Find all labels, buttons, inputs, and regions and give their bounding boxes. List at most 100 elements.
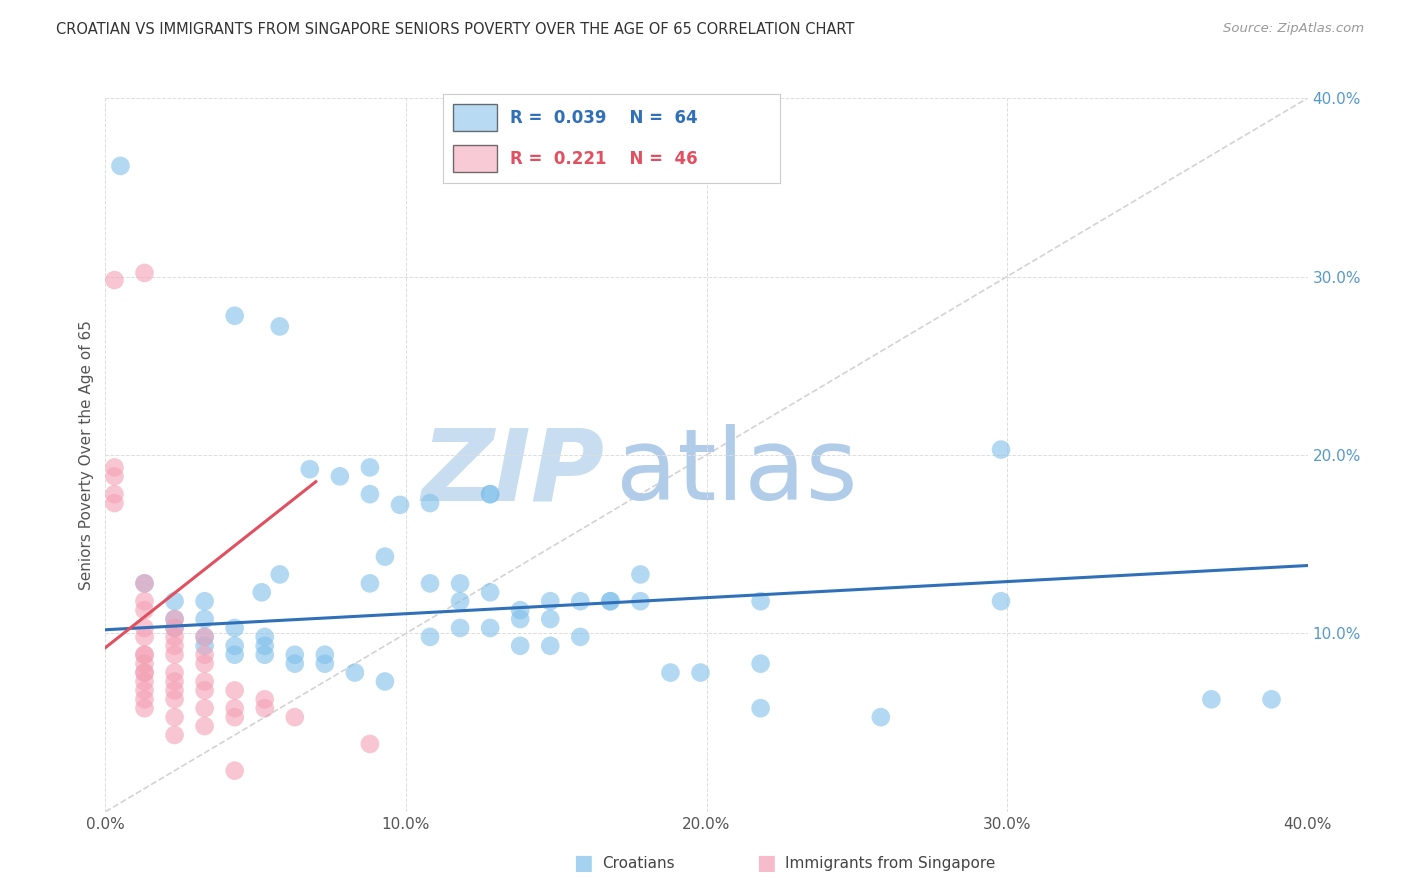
- Point: [194, 630, 217, 644]
- Point: [359, 460, 381, 475]
- Point: [253, 692, 276, 706]
- Point: [134, 630, 156, 644]
- Point: [110, 159, 132, 173]
- Point: [284, 710, 307, 724]
- Text: ■: ■: [574, 854, 593, 873]
- Point: [479, 487, 502, 501]
- Point: [134, 266, 156, 280]
- Point: [194, 701, 217, 715]
- Point: [224, 639, 246, 653]
- Point: [250, 585, 273, 599]
- Point: [869, 710, 891, 724]
- Point: [628, 567, 651, 582]
- Point: [569, 630, 592, 644]
- Point: [509, 612, 531, 626]
- Point: [194, 639, 217, 653]
- Point: [163, 728, 186, 742]
- Point: [253, 639, 276, 653]
- Point: [163, 648, 186, 662]
- Point: [538, 594, 561, 608]
- Point: [163, 639, 186, 653]
- Point: [419, 576, 441, 591]
- Point: [224, 683, 246, 698]
- Point: [194, 719, 217, 733]
- Point: [103, 487, 125, 501]
- Point: [359, 737, 381, 751]
- Point: [359, 487, 381, 501]
- Point: [224, 710, 246, 724]
- Point: [329, 469, 352, 483]
- Text: R =  0.039    N =  64: R = 0.039 N = 64: [510, 109, 697, 127]
- Point: [134, 603, 156, 617]
- Point: [374, 674, 396, 689]
- Point: [224, 309, 246, 323]
- Point: [749, 594, 772, 608]
- Point: [314, 657, 336, 671]
- Point: [194, 612, 217, 626]
- Point: [163, 710, 186, 724]
- Text: atlas: atlas: [616, 425, 858, 521]
- Point: [103, 496, 125, 510]
- Point: [253, 648, 276, 662]
- Text: ■: ■: [756, 854, 776, 873]
- Point: [163, 665, 186, 680]
- Point: [749, 701, 772, 715]
- Point: [134, 674, 156, 689]
- Point: [538, 612, 561, 626]
- Point: [449, 594, 471, 608]
- Point: [269, 567, 291, 582]
- Point: [194, 630, 217, 644]
- Point: [990, 594, 1012, 608]
- Point: [103, 273, 125, 287]
- Point: [163, 674, 186, 689]
- Point: [253, 701, 276, 715]
- Point: [298, 462, 321, 476]
- Text: R =  0.221    N =  46: R = 0.221 N = 46: [510, 150, 697, 168]
- Point: [134, 621, 156, 635]
- Point: [134, 692, 156, 706]
- Point: [599, 594, 621, 608]
- Point: [659, 665, 682, 680]
- Point: [134, 683, 156, 698]
- Point: [134, 665, 156, 680]
- Point: [134, 594, 156, 608]
- Point: [1201, 692, 1223, 706]
- Point: [194, 657, 217, 671]
- Point: [134, 576, 156, 591]
- Point: [689, 665, 711, 680]
- Point: [163, 692, 186, 706]
- Point: [388, 498, 411, 512]
- Point: [359, 576, 381, 591]
- Point: [103, 469, 125, 483]
- Point: [134, 576, 156, 591]
- Point: [479, 585, 502, 599]
- Point: [224, 764, 246, 778]
- Point: [163, 630, 186, 644]
- FancyBboxPatch shape: [453, 104, 496, 131]
- Point: [224, 701, 246, 715]
- Point: [134, 657, 156, 671]
- Point: [103, 460, 125, 475]
- Text: CROATIAN VS IMMIGRANTS FROM SINGAPORE SENIORS POVERTY OVER THE AGE OF 65 CORRELA: CROATIAN VS IMMIGRANTS FROM SINGAPORE SE…: [56, 22, 855, 37]
- Point: [314, 648, 336, 662]
- Point: [509, 603, 531, 617]
- Point: [628, 594, 651, 608]
- Point: [224, 648, 246, 662]
- Point: [163, 621, 186, 635]
- Point: [990, 442, 1012, 457]
- Text: ZIP: ZIP: [422, 425, 605, 521]
- Point: [419, 496, 441, 510]
- Point: [479, 621, 502, 635]
- Point: [194, 594, 217, 608]
- Point: [449, 621, 471, 635]
- Point: [224, 621, 246, 635]
- Point: [269, 319, 291, 334]
- Y-axis label: Seniors Poverty Over the Age of 65: Seniors Poverty Over the Age of 65: [79, 320, 94, 590]
- Point: [343, 665, 366, 680]
- Point: [419, 630, 441, 644]
- FancyBboxPatch shape: [453, 145, 496, 172]
- Point: [194, 648, 217, 662]
- Point: [538, 639, 561, 653]
- Point: [163, 612, 186, 626]
- Text: Croatians: Croatians: [602, 856, 675, 871]
